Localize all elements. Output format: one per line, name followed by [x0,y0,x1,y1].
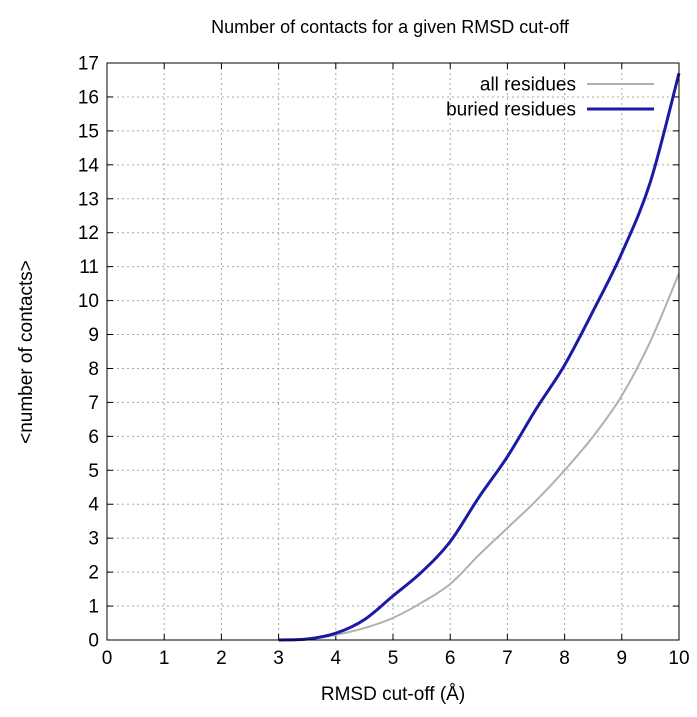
y-tick-label: 4 [88,495,99,516]
y-tick-label: 16 [78,87,99,108]
y-tick-label: 15 [78,121,99,142]
y-tick-label: 8 [88,359,99,380]
plot-frame [106,62,680,641]
x-tick-label: 2 [216,648,227,669]
x-tick-label: 5 [388,648,399,669]
x-tick-label: 1 [159,648,170,669]
y-axis-label: <number of contacts> [16,260,37,444]
y-tick-label: 6 [88,427,99,448]
y-tick-label: 14 [78,155,100,176]
y-tick-label: 5 [88,461,99,482]
y-tick-label: 10 [78,291,99,312]
y-tick-label: 2 [88,563,99,584]
y-tick-label: 3 [88,529,99,550]
series-line-buried-residues [278,72,681,642]
legend-label: buried residues [446,100,576,121]
y-tick-label: 9 [88,325,99,346]
x-tick-label: 6 [445,648,456,669]
x-axis-label: RMSD cut-off (Å) [321,684,465,705]
x-tick-label: 8 [559,648,570,669]
series-line-all-residues [278,273,680,641]
grid [107,63,679,640]
series-lines [278,72,681,642]
y-tick-label: 11 [79,257,99,278]
y-tick-label: 12 [78,223,99,244]
x-tick-label: 10 [668,648,689,669]
y-tick-label: 1 [88,597,99,618]
chart-title: Number of contacts for a given RMSD cut-… [211,17,570,37]
x-tick-label: 4 [331,648,342,669]
y-tick-label: 7 [88,393,99,414]
x-tick-label: 3 [273,648,284,669]
y-tick-label: 0 [88,631,99,652]
legend: all residues buried residues [446,75,654,121]
legend-label: all residues [480,75,576,96]
x-tick-label: 0 [102,648,113,669]
x-tick-label: 7 [502,648,513,669]
x-tick-label: 9 [617,648,628,669]
y-tick-label: 13 [78,189,99,210]
y-tick-label: 17 [78,54,99,75]
